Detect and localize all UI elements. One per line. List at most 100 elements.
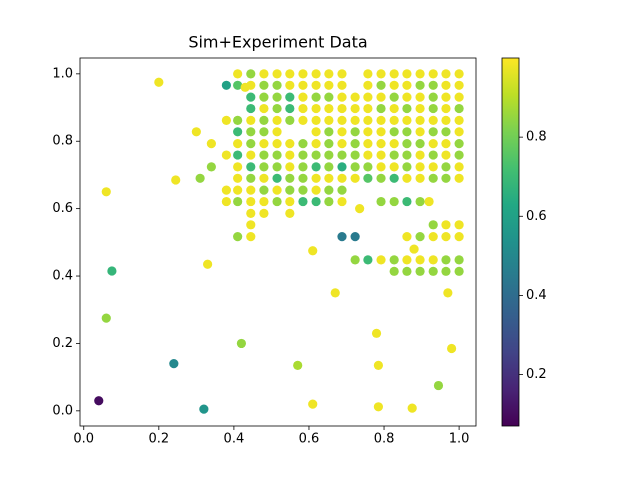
data-point: [311, 173, 321, 183]
data-point: [324, 69, 334, 79]
data-point: [246, 208, 256, 218]
data-point: [259, 150, 269, 160]
x-tick-label: 0.4: [224, 432, 245, 447]
data-point: [389, 103, 399, 114]
data-point: [337, 138, 347, 149]
data-point: [311, 162, 321, 172]
data-point: [428, 266, 438, 276]
data-point: [454, 266, 464, 276]
data-point: [233, 173, 243, 183]
data-point: [415, 103, 425, 114]
data-point: [363, 69, 373, 79]
data-point: [337, 127, 347, 137]
data-point: [376, 162, 386, 172]
data-point: [415, 138, 425, 149]
data-point: [311, 185, 321, 195]
x-tick-label: 1.0: [449, 432, 470, 447]
data-point: [233, 127, 243, 137]
data-point: [298, 103, 308, 114]
data-point: [454, 138, 464, 149]
data-point: [337, 69, 347, 79]
data-point: [447, 343, 457, 354]
data-point: [259, 80, 269, 90]
data-point: [441, 138, 451, 149]
data-point: [376, 138, 386, 149]
data-point: [272, 103, 282, 114]
data-point: [428, 127, 438, 137]
data-point: [233, 80, 243, 90]
data-point: [246, 232, 256, 242]
data-point: [246, 185, 256, 195]
data-point: [246, 150, 256, 160]
data-point: [259, 196, 269, 207]
data-point: [415, 127, 425, 137]
data-point: [402, 103, 412, 114]
data-point: [246, 196, 256, 207]
data-point: [454, 115, 464, 125]
data-point: [363, 103, 373, 114]
data-point: [233, 138, 243, 149]
data-point: [272, 173, 282, 183]
data-point: [376, 103, 386, 114]
x-tick-label: 0.2: [148, 432, 169, 447]
data-point: [285, 115, 295, 125]
data-point: [454, 127, 464, 137]
data-point: [221, 80, 231, 90]
data-point: [101, 313, 111, 323]
data-point: [454, 69, 464, 79]
data-point: [259, 115, 269, 125]
colorbar-tick-label: 0.2: [526, 367, 547, 382]
data-point: [272, 115, 282, 125]
data-point: [376, 80, 386, 90]
data-point: [233, 162, 243, 172]
data-point: [298, 150, 308, 160]
data-point: [402, 173, 412, 183]
colorbar-tick-label: 0.8: [526, 130, 547, 145]
data-point: [324, 127, 334, 137]
data-point: [402, 69, 412, 79]
data-point: [324, 92, 334, 102]
x-tick-label: 0.0: [73, 432, 94, 447]
data-point: [246, 173, 256, 183]
data-point: [389, 138, 399, 149]
y-tick-label: 0.4: [52, 269, 73, 284]
data-point: [443, 288, 453, 298]
data-point: [389, 173, 399, 183]
data-point: [350, 115, 360, 125]
data-point: [441, 173, 451, 183]
y-tick-label: 0.6: [52, 201, 73, 216]
data-point: [246, 220, 256, 230]
data-point: [428, 220, 438, 230]
data-point: [246, 115, 256, 125]
data-point: [246, 127, 256, 137]
data-point: [415, 80, 425, 90]
data-point: [389, 69, 399, 79]
data-point: [169, 359, 179, 369]
data-point: [285, 80, 295, 90]
data-point: [454, 103, 464, 114]
data-point: [311, 150, 321, 160]
data-point: [246, 80, 256, 90]
data-point: [285, 208, 295, 218]
data-point: [441, 92, 451, 102]
data-point: [221, 115, 231, 125]
data-point: [373, 360, 384, 370]
data-point: [285, 162, 295, 172]
data-point: [402, 80, 412, 90]
y-tick-label: 0.8: [52, 134, 73, 149]
data-point: [363, 150, 373, 160]
data-point: [311, 127, 321, 137]
colorbar: [501, 57, 520, 427]
data-point: [221, 150, 231, 160]
data-point: [272, 185, 282, 195]
data-point: [389, 196, 399, 207]
data-point: [428, 150, 438, 160]
data-point: [246, 103, 256, 114]
data-point: [402, 138, 412, 149]
data-point: [272, 92, 282, 102]
data-point: [285, 185, 295, 195]
data-point: [285, 138, 295, 149]
data-point: [428, 138, 438, 149]
data-point: [272, 69, 282, 79]
data-point: [402, 266, 412, 276]
